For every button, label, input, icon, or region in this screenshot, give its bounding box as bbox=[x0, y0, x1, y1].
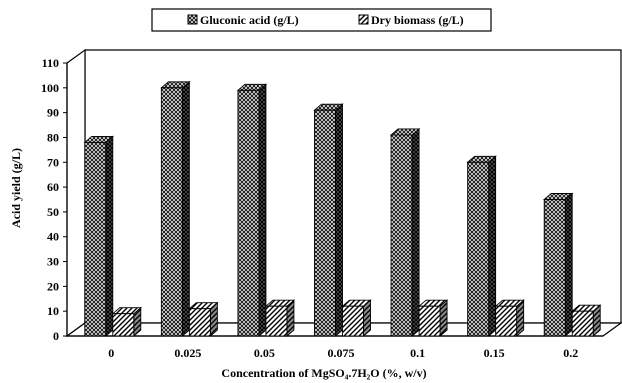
bar-dry-biomass bbox=[418, 305, 441, 337]
y-tick-label: 20 bbox=[47, 279, 59, 293]
y-tick-label: 70 bbox=[47, 155, 59, 169]
y-tick-label: 110 bbox=[42, 56, 59, 70]
x-axis-title: Concentration of MgSO₄.7H₂O (%, w/v) bbox=[221, 366, 426, 380]
y-tick-label: 90 bbox=[47, 106, 59, 120]
y-tick-label: 80 bbox=[47, 130, 59, 144]
y-axis-title: Acid yield (g/L) bbox=[9, 148, 23, 228]
bar-gluconic-acid bbox=[543, 199, 566, 337]
x-tick-label: 0.025 bbox=[174, 346, 201, 360]
bar-gluconic-acid bbox=[84, 141, 107, 337]
y-tick-label: 100 bbox=[41, 81, 59, 95]
bar-dry-biomass bbox=[342, 305, 364, 337]
legend: Gluconic acid (g/L) Dry biomass (g/L) bbox=[151, 8, 492, 32]
bar-dry-biomass bbox=[112, 313, 135, 337]
legend-swatch-gluconic-acid bbox=[187, 14, 198, 25]
legend-swatch-dry-biomass bbox=[358, 14, 369, 25]
legend-label-dry-biomass: Dry biomass (g/L) bbox=[371, 13, 464, 27]
bar-dry-biomass bbox=[265, 305, 288, 337]
bar-dry-biomass bbox=[495, 305, 518, 337]
side-wall bbox=[66, 48, 86, 338]
y-tick-label: 50 bbox=[47, 205, 59, 219]
plot-area: 0 10 20 30 40 50 60 70 80 90 100 110 0 0.025 0.05 0.075… bbox=[41, 48, 622, 360]
y-tick-label: 60 bbox=[47, 180, 59, 194]
y-tick-label: 30 bbox=[47, 255, 59, 269]
bar-gluconic-acid bbox=[314, 109, 336, 337]
x-tick-label: 0.15 bbox=[484, 346, 505, 360]
bar-gluconic-acid bbox=[160, 87, 183, 337]
x-tick-label: 0.1 bbox=[410, 346, 425, 360]
x-tick-label: 0.05 bbox=[254, 346, 275, 360]
bar-dry-biomass bbox=[571, 310, 594, 337]
x-tick-label: 0.075 bbox=[328, 346, 355, 360]
bar-dry-biomass bbox=[188, 308, 211, 337]
bar-side-gluconic-acid bbox=[105, 135, 114, 337]
bar-side-gluconic-acid bbox=[335, 103, 343, 337]
legend-label-gluconic-acid: Gluconic acid (g/L) bbox=[200, 13, 299, 27]
y-tick-label: 0 bbox=[53, 329, 59, 343]
bar-side-gluconic-acid bbox=[488, 155, 497, 337]
bar-side-gluconic-acid bbox=[181, 80, 190, 337]
bar-side-gluconic-acid bbox=[258, 83, 267, 337]
bar-gluconic-acid bbox=[467, 161, 490, 337]
y-tick-label: 10 bbox=[47, 304, 59, 318]
y-tick-label: 40 bbox=[47, 230, 59, 244]
x-tick-label: 0 bbox=[108, 346, 114, 360]
x-tick-label: 0.2 bbox=[563, 346, 578, 360]
bar-gluconic-acid bbox=[390, 134, 413, 337]
bar-gluconic-acid bbox=[237, 89, 260, 337]
bar-side-gluconic-acid bbox=[411, 127, 420, 337]
legend-box bbox=[151, 8, 492, 32]
bar-side-gluconic-acid bbox=[564, 192, 573, 337]
